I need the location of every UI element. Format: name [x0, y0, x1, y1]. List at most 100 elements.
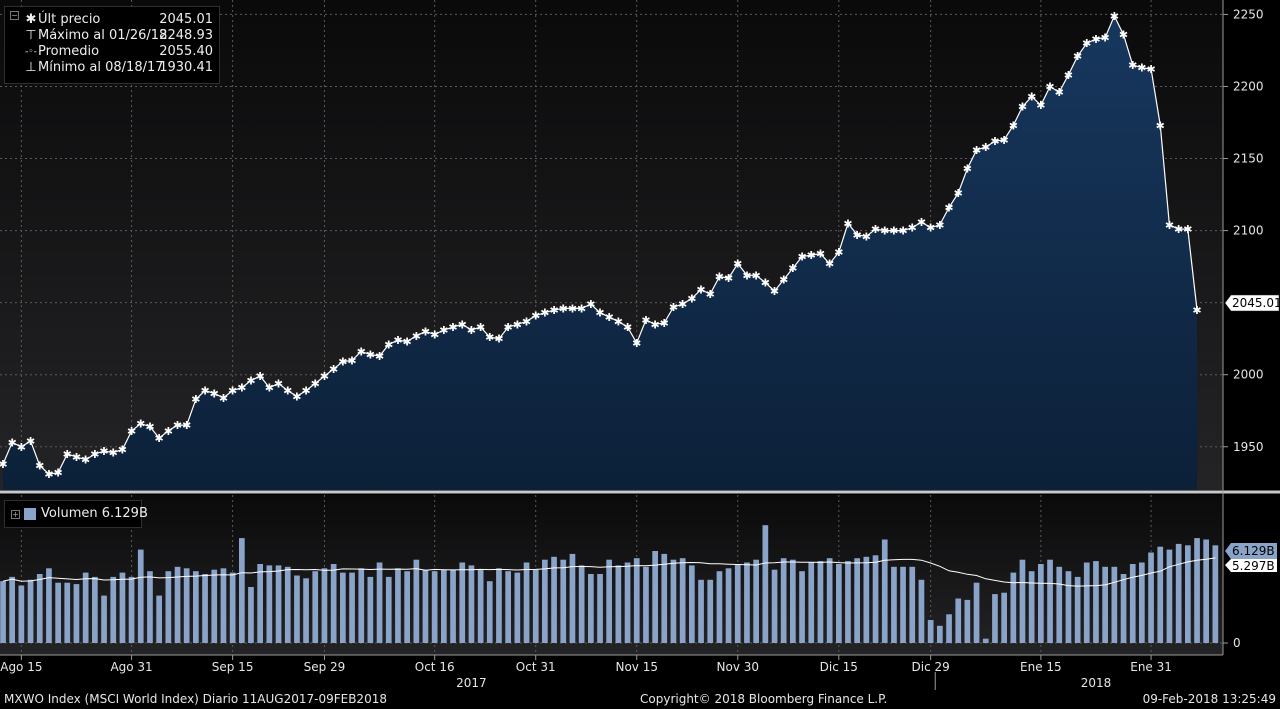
price-point-marker: ✱: [458, 318, 467, 331]
volume-bar: [1139, 562, 1145, 643]
y-tick-label: 1950: [1233, 440, 1264, 454]
price-point-marker: ✱: [1101, 31, 1110, 44]
x-tick-label: Dic 29: [912, 660, 950, 674]
volume-legend-expand-button[interactable]: +: [11, 510, 20, 519]
volume-bar: [239, 538, 245, 643]
volume-value-label: 6.129B: [1232, 544, 1275, 558]
price-point-marker: ✱: [347, 354, 356, 367]
price-point-marker: ✱: [1055, 86, 1064, 99]
volume-bar: [486, 581, 493, 643]
price-point-marker: ✱: [237, 382, 246, 395]
last-price-label: 2045.01: [1232, 296, 1280, 310]
price-legend: − ✱ Últ precio 2045.01 ⊤ Máximo al 01/26…: [4, 6, 220, 84]
footer-security-info: MXWO Index (MSCI World Index) Diario 11A…: [4, 692, 387, 706]
volume-bar: [982, 638, 989, 643]
x-tick-label: Ene 15: [1020, 660, 1062, 674]
price-point-marker: ✱: [265, 382, 274, 395]
price-point-marker: ✱: [375, 350, 384, 363]
y-axis-ticks: 2250 2200 2150 2100 2000 1950 0: [1223, 7, 1264, 650]
price-point-marker: ✱: [504, 321, 513, 334]
price-point-marker: ✱: [439, 324, 448, 337]
volume-bar: [36, 574, 43, 643]
price-point-marker: ✱: [320, 370, 329, 383]
volume-bar: [560, 559, 567, 643]
price-point-marker: ✱: [256, 370, 265, 383]
price-point-marker: ✱: [109, 447, 118, 460]
price-point-marker: ✱: [706, 288, 715, 301]
volume-bar: [128, 576, 135, 643]
price-point-marker: ✱: [90, 448, 99, 461]
price-point-marker: ✱: [513, 318, 522, 331]
volume-bar: [330, 564, 337, 643]
volume-bar: [808, 562, 815, 643]
footer-timestamp: 09-Feb-2018 13:25:49: [1142, 692, 1276, 706]
price-point-marker: ✱: [1137, 62, 1146, 75]
volume-bar: [18, 585, 25, 643]
volume-bar: [551, 556, 557, 643]
volume-bar: [165, 571, 172, 643]
legend-value: 1930.41: [159, 60, 213, 75]
price-point-marker: ✱: [908, 222, 917, 235]
volume-bar: [964, 599, 971, 643]
volume-bar: [1038, 564, 1044, 643]
price-point-marker: ✱: [72, 451, 81, 464]
price-point-marker: ✱: [853, 229, 862, 242]
volume-bar: [275, 565, 282, 643]
price-point-marker: ✱: [898, 225, 907, 238]
volume-bar: [992, 594, 998, 643]
volume-bar: [82, 572, 89, 643]
price-point-marker: ✱: [26, 435, 35, 448]
price-point-marker: ✱: [0, 458, 8, 471]
legend-collapse-button[interactable]: −: [10, 11, 19, 20]
volume-bar: [1194, 538, 1200, 643]
legend-label: Promedio: [38, 44, 100, 59]
x-tick-label: Oct 31: [516, 660, 556, 674]
volume-bar: [643, 566, 649, 643]
volume-bar: [156, 595, 162, 643]
price-point-marker: ✱: [430, 328, 439, 341]
volume-bar: [597, 574, 603, 643]
volume-bar: [385, 576, 392, 643]
volume-bar: [1010, 572, 1017, 643]
legend-row-high: ⊤ Máximo al 01/26/18 2248.93: [5, 28, 219, 44]
price-point-marker: ✱: [127, 425, 136, 438]
volume-bar: [349, 572, 355, 643]
price-point-marker: ✱: [118, 444, 127, 457]
price-point-marker: ✱: [246, 374, 255, 387]
price-point-marker: ✱: [825, 258, 834, 271]
volume-bar: [588, 574, 594, 643]
x-tick-label: Ago 15: [0, 660, 42, 674]
price-point-marker: ✱: [632, 337, 641, 350]
price-point-marker: ✱: [623, 321, 632, 334]
price-point-marker: ✱: [228, 385, 237, 398]
volume-bar: [92, 576, 98, 643]
y-tick-label: 2150: [1233, 152, 1264, 166]
legend-label: Máximo al 01/26/18: [38, 28, 168, 43]
price-point-marker: ✱: [1018, 101, 1027, 114]
price-point-marker: ✱: [274, 377, 283, 390]
volume-bar: [46, 568, 52, 643]
price-point-marker: ✱: [1192, 304, 1201, 317]
volume-bar: [64, 582, 71, 643]
price-point-marker: ✱: [944, 202, 953, 215]
volume-bar: [799, 571, 805, 643]
price-point-marker: ✱: [448, 321, 457, 334]
volume-bar: [817, 561, 824, 643]
volume-bar: [294, 575, 300, 643]
price-point-marker: ✱: [81, 454, 90, 467]
price-point-marker: ✱: [972, 144, 981, 157]
volume-bar: [689, 565, 695, 643]
volume-bar: [202, 574, 208, 643]
volume-bar: [193, 571, 199, 643]
x-tick-label: Ago 31: [110, 660, 152, 674]
volume-bar: [1185, 545, 1191, 643]
volume-bar: [477, 569, 484, 643]
price-point-marker: ✱: [421, 325, 430, 338]
legend-label: Mínimo al 08/18/17: [38, 60, 164, 75]
volume-bar: [450, 569, 456, 643]
volume-bar: [137, 549, 144, 643]
volume-bar: [321, 568, 328, 643]
volume-average-tag: 5.297B: [1225, 559, 1277, 573]
year-label: 2017: [456, 676, 487, 690]
legend-row-average: -◦- Promedio 2055.40: [5, 44, 219, 60]
